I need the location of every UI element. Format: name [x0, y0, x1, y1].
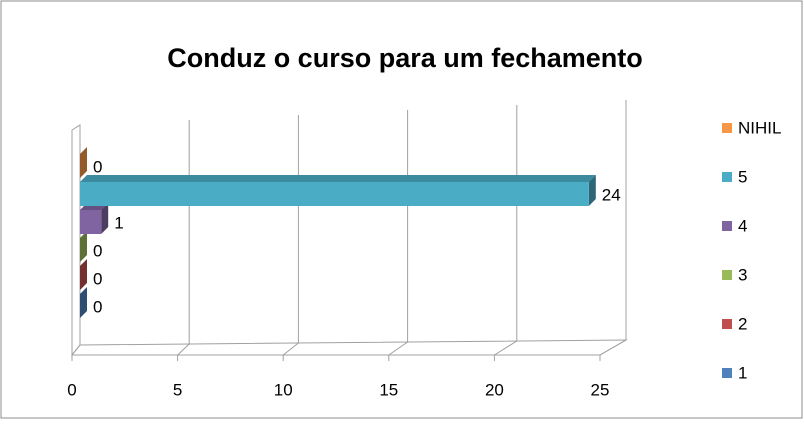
legend-swatch	[722, 221, 732, 231]
bar	[80, 182, 589, 206]
data-label: 1	[114, 213, 123, 232]
x-tick-label: 20	[485, 380, 504, 399]
legend-swatch	[722, 123, 732, 133]
bar-side	[101, 203, 109, 234]
bar-side	[80, 259, 87, 290]
bar-top	[80, 175, 596, 182]
x-tick-label: 25	[591, 380, 610, 399]
bar-side	[588, 175, 596, 206]
legend-swatch	[722, 319, 732, 329]
x-tick-label: 0	[67, 380, 76, 399]
x-tick-label: 10	[274, 380, 293, 399]
legend-label: 3	[738, 265, 747, 284]
data-label: 0	[93, 157, 102, 176]
legend-label: 2	[738, 314, 747, 333]
bar	[80, 210, 102, 234]
data-label: 0	[93, 297, 102, 316]
legend-label: NIHIL	[738, 118, 781, 137]
bar-side	[80, 287, 87, 318]
x-tick-label: 5	[173, 380, 182, 399]
x-tick-label: 15	[379, 380, 398, 399]
legend-label: 4	[738, 216, 747, 235]
legend-swatch	[722, 270, 732, 280]
grid-line	[599, 100, 627, 356]
data-label: 24	[602, 185, 621, 204]
bar-side	[80, 231, 87, 262]
chart-title: Conduz o curso para um fechamento	[167, 43, 643, 73]
bar-side	[80, 147, 87, 178]
legend-swatch	[722, 368, 732, 378]
legend-label: 5	[738, 167, 747, 186]
data-label: 0	[93, 241, 102, 260]
legend-swatch	[722, 172, 732, 182]
legend-label: 1	[738, 363, 747, 382]
data-label: 0	[93, 269, 102, 288]
